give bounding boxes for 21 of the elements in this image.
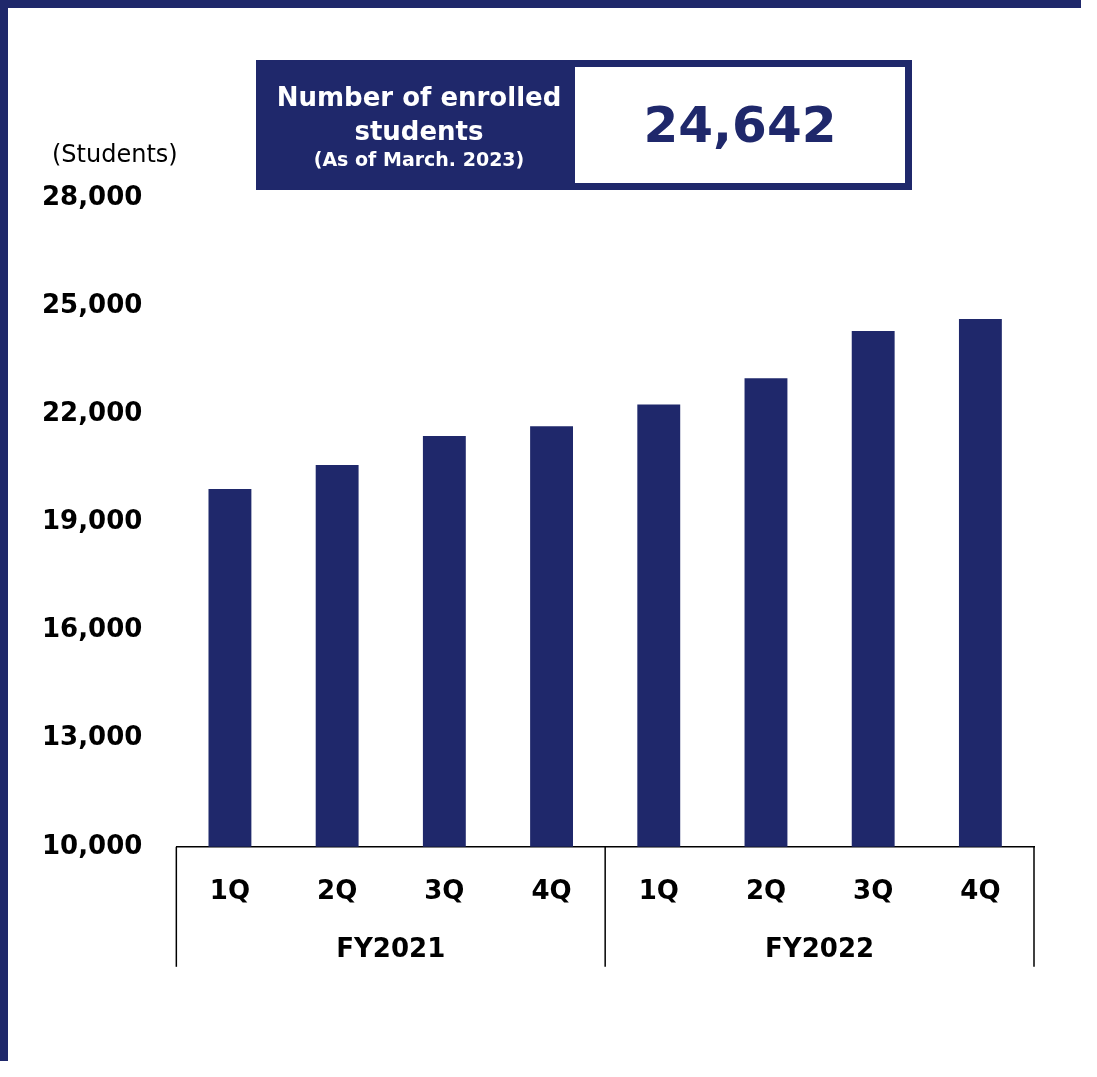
x-tick-label: 4Q [531,875,572,906]
y-tick-label: 19,000 [41,505,143,536]
x-tick-label: 4Q [960,875,1001,906]
text: (As of March. 2023) [312,148,526,170]
y-axis-title: (Students) [52,140,178,168]
text: Number of enrolled students [275,81,563,148]
y-tick-label: 28,000 [41,180,143,211]
text: FY2022 [765,932,875,963]
x-tick-label: 1Q [209,875,251,906]
y-tick-label: 22,000 [41,397,143,428]
x-tick-label: 3Q [853,875,894,906]
y-tick-label: 13,000 [41,721,143,752]
y-tick-label: 10,000 [41,829,143,860]
x-tick-label: 2Q [317,875,358,906]
x-tick-label: 1Q [638,875,679,906]
y-tick-label: 16,000 [41,613,143,644]
x-tick-label: 3Q [424,875,465,906]
text: FY2021 [336,932,446,963]
y-tick-label: 25,000 [41,288,143,319]
x-tick-label: 2Q [745,875,787,906]
text: 24,642 [575,67,905,183]
